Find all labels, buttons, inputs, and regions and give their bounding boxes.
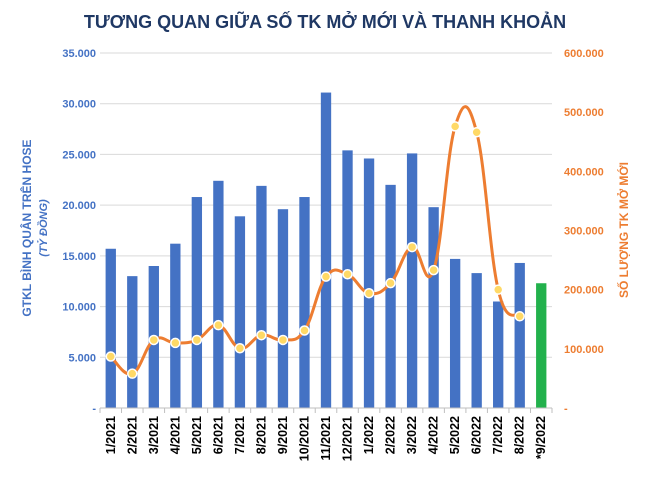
x-tick-label: 9/2021: [276, 416, 290, 454]
x-tick-label: 2/2022: [384, 416, 398, 454]
bar: [213, 180, 224, 408]
bar: [320, 92, 332, 409]
x-tick-label: 4/2021: [168, 416, 182, 454]
x-tick-label: 1/2021: [104, 416, 118, 454]
x-tick-label: 3/2021: [147, 416, 161, 454]
line-point: [191, 334, 203, 346]
line-point: [320, 271, 332, 282]
x-tick-label: 6/2021: [211, 416, 225, 454]
y-tick-label-right: 600.000: [564, 48, 604, 60]
x-tick-label: 7/2022: [491, 416, 505, 454]
line-point: [299, 325, 310, 336]
bar: [127, 276, 138, 408]
line-point: [342, 269, 353, 280]
y-tick-label-left: -: [92, 403, 96, 415]
line-point: [234, 342, 246, 354]
line-point: [170, 337, 181, 349]
line-point: [449, 121, 461, 132]
line-point: [277, 334, 289, 346]
y-axis-label-left-unit: (TỶ ĐỒNG): [37, 199, 50, 257]
y-tick-label-left: 35.000: [62, 48, 96, 60]
y-tick-label-left: 15.000: [62, 251, 96, 263]
y-tick-label-left: 25.000: [62, 149, 96, 161]
y-axis-label-left: GTKL BÌNH QUÂN TRÊN HOSE: [19, 139, 34, 316]
bar-series: [105, 92, 547, 409]
x-tick-label: 8/2021: [254, 416, 268, 454]
bar: [514, 262, 525, 408]
axes: - 5.000 10.000 15.000 20.000 25.000 30.000 35.0…: [62, 48, 603, 461]
bar: [105, 248, 116, 408]
y-tick-label-right: 400.000: [564, 166, 604, 178]
bar: [385, 184, 396, 408]
line-point: [492, 284, 504, 295]
x-tick-label: 1/2022: [362, 416, 376, 454]
bar: [256, 185, 267, 408]
bar: [363, 158, 375, 408]
bar: [299, 197, 310, 408]
line-series: [105, 105, 525, 379]
x-tick-label: 5/2021: [190, 416, 204, 454]
y-axis-label-right: SỐ LƯỢNG TK MỞ MỚI: [616, 162, 631, 298]
line-point: [428, 264, 439, 276]
bar: [170, 243, 181, 408]
x-tick-label: 3/2022: [405, 416, 419, 454]
x-tick-label: 6/2022: [470, 416, 484, 454]
x-tick-label: 12/2021: [341, 416, 355, 461]
line-point: [148, 334, 160, 346]
bar: [428, 207, 439, 408]
line-point: [256, 329, 267, 341]
y-tick-label-right: 200.000: [564, 285, 604, 297]
bar: [234, 216, 246, 408]
line-point: [385, 277, 396, 289]
y-tick-label-left: 20.000: [62, 200, 96, 212]
bar: [493, 301, 504, 408]
x-tick-label: 7/2021: [233, 416, 247, 454]
y-tick-label-right: 100.000: [564, 344, 604, 356]
y-tick-label-left: 30.000: [62, 99, 96, 111]
bar: [536, 283, 547, 408]
y-tick-label-right: 500.000: [564, 107, 604, 119]
x-tick-label: 4/2022: [427, 416, 441, 454]
x-tick-label: 2/2021: [125, 416, 139, 454]
line-point: [213, 319, 224, 331]
y-tick-label-right: 300.000: [564, 226, 604, 238]
y-tick-label-left: 10.000: [62, 302, 96, 314]
bar: [191, 197, 203, 408]
bar: [449, 258, 461, 408]
line-point: [127, 368, 138, 379]
bar: [471, 273, 482, 408]
y-tick-label-right: -: [564, 403, 568, 415]
line-point: [471, 127, 482, 138]
bar: [406, 153, 418, 408]
x-tick-label: *9/2022: [534, 416, 548, 459]
line-point: [105, 351, 117, 362]
line-point: [514, 311, 525, 322]
bar: [277, 209, 289, 408]
line-point: [363, 287, 375, 299]
x-tick-label: 10/2021: [297, 416, 311, 461]
x-tick-label: 11/2021: [319, 416, 333, 461]
x-tick-label: 5/2022: [448, 416, 462, 454]
y-tick-label-left: 5.000: [68, 352, 96, 364]
line-point: [406, 241, 418, 253]
x-tick-label: 8/2022: [513, 416, 527, 454]
chart-title: TƯƠNG QUAN GIỮA SỐ TK MỞ MỚI VÀ THANH KH…: [84, 11, 566, 32]
